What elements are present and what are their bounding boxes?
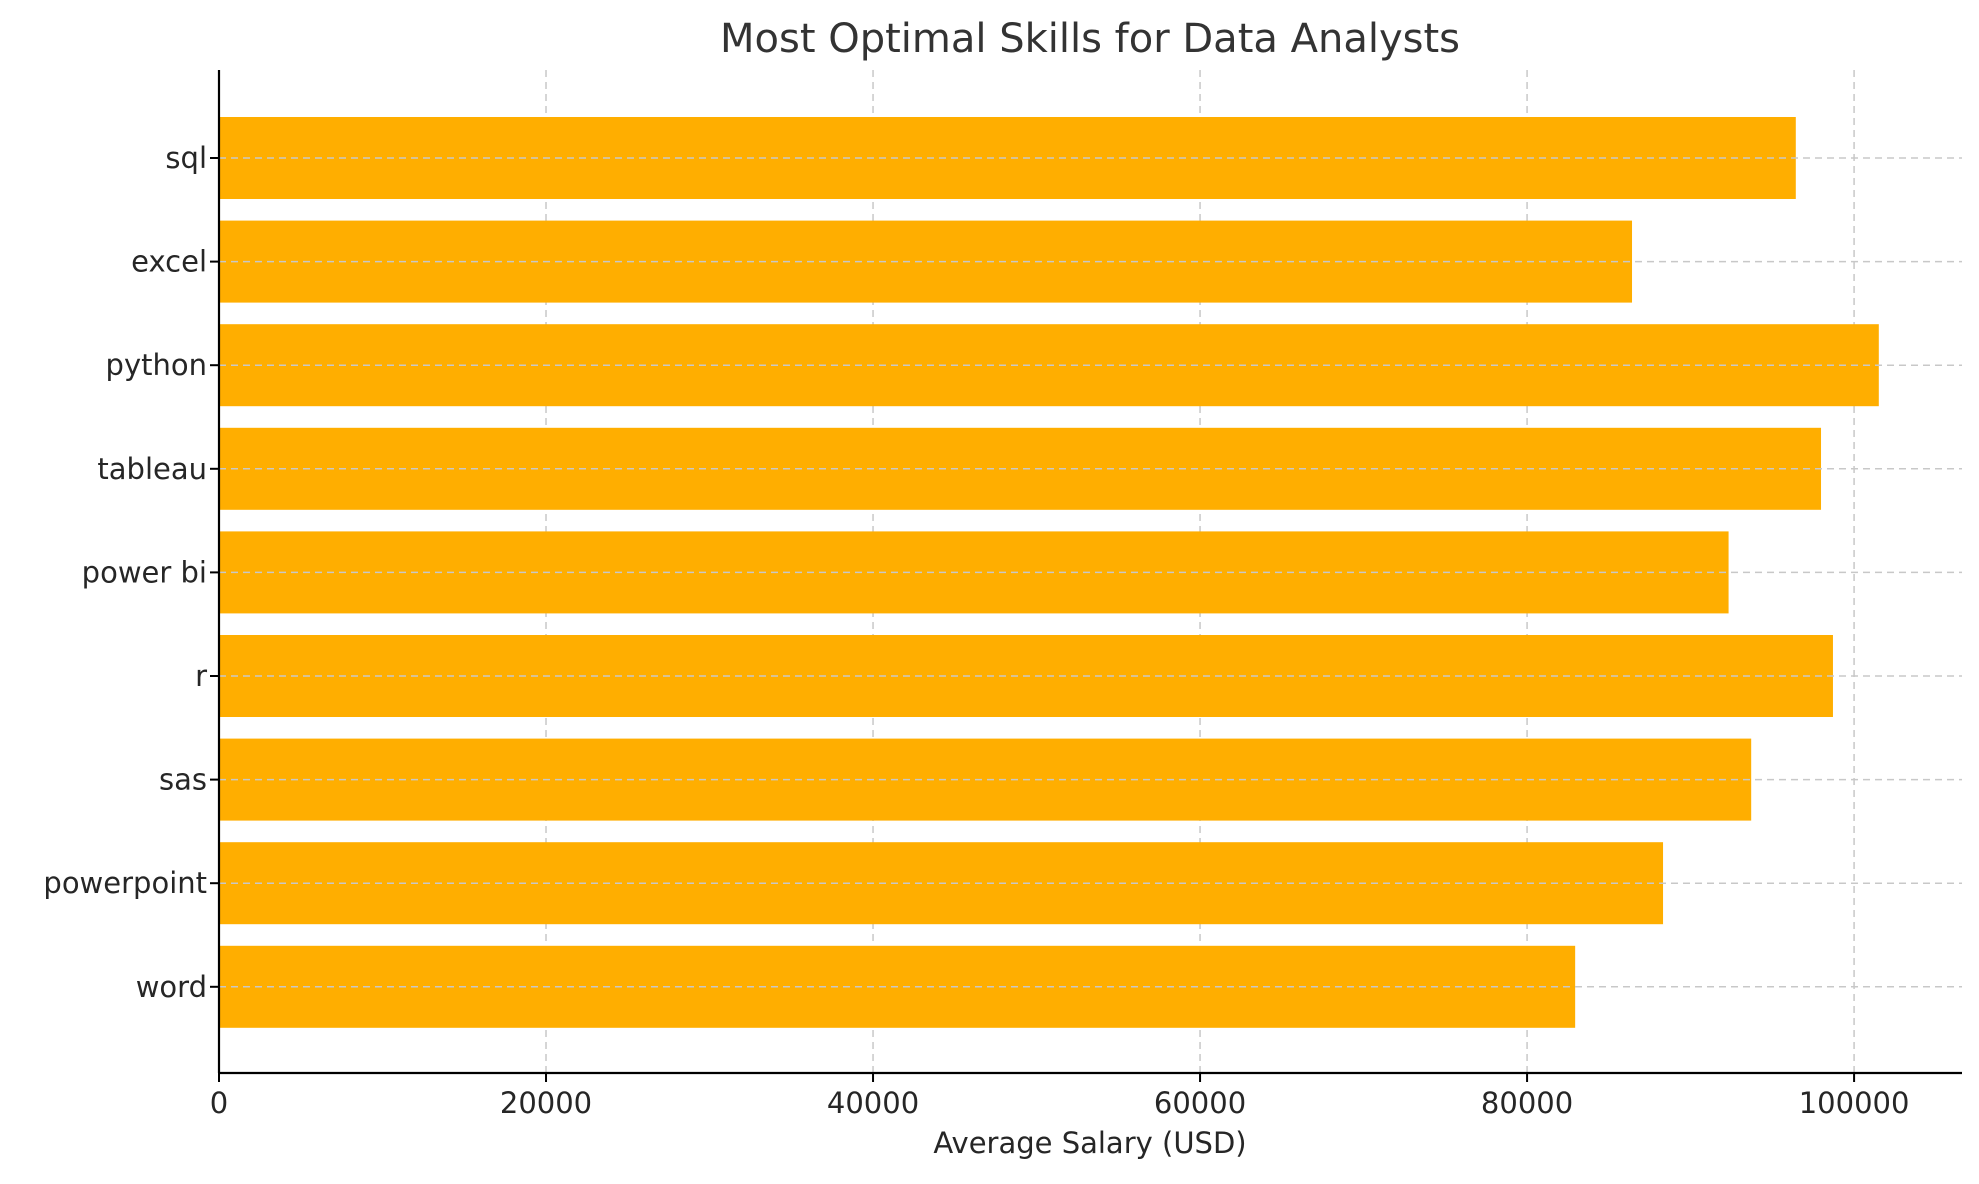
x-tick-label: 20000	[500, 1086, 592, 1120]
y-tick-label: power bi	[82, 555, 207, 589]
y-tick-label: word	[136, 970, 207, 1004]
bar-sql	[219, 117, 1796, 199]
horizontal-gridlines	[219, 157, 1962, 988]
y-tick-label: sas	[159, 763, 207, 797]
y-tick-label: excel	[131, 245, 207, 279]
chart-title: Most Optimal Skills for Data Analysts	[720, 16, 1460, 62]
y-tick-label: sql	[165, 141, 207, 175]
y-axis-ticks: sql excel python tableau power bi r sas powerpo…	[43, 141, 219, 1004]
y-tick-label: python	[106, 348, 207, 382]
x-tick-label: 0	[210, 1086, 228, 1120]
y-tick-label: r	[195, 659, 207, 693]
x-tick-label: 60000	[1154, 1086, 1246, 1120]
x-axis-label: Average Salary (USD)	[933, 1126, 1246, 1160]
x-tick-label: 80000	[1481, 1086, 1573, 1120]
x-axis-ticks: 0 20000 40000 60000 80000 100000	[210, 1073, 1910, 1120]
bar-power-bi	[219, 531, 1729, 614]
y-tick-label: tableau	[97, 452, 207, 486]
x-tick-label: 40000	[827, 1086, 919, 1120]
x-tick-label: 100000	[1799, 1086, 1910, 1120]
y-tick-label: powerpoint	[43, 866, 207, 900]
